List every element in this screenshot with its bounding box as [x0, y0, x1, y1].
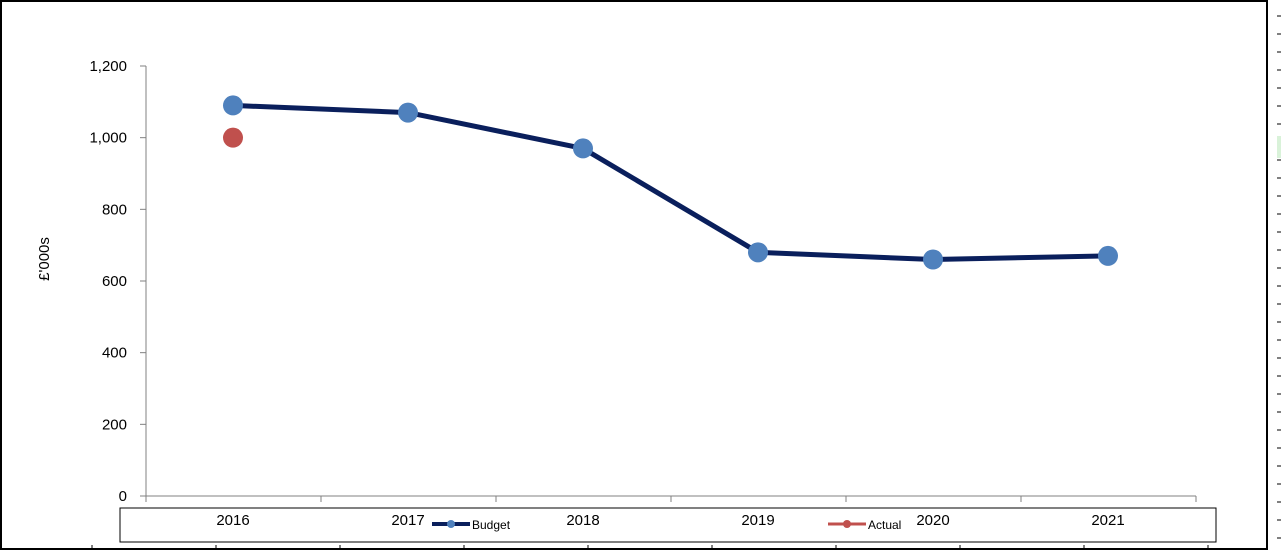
data-point-budget-2018	[573, 138, 593, 159]
x-tick-label: 2019	[741, 512, 774, 529]
x-axis-ticks: 2016 2017 2018 2019 2020 2021	[145, 496, 1197, 529]
y-tick-label: 400	[102, 345, 127, 362]
x-tick-label: 2021	[1091, 512, 1124, 529]
y-tick-label: 1,200	[89, 58, 127, 75]
y-tick-label: 0	[119, 488, 127, 505]
legend: Budget Actual	[432, 518, 901, 532]
y-tick-label: 200	[102, 416, 127, 433]
bottom-edge-ticks	[91, 545, 1209, 550]
legend-item-actual: Actual	[828, 518, 901, 532]
series-line-budget	[230, 102, 1111, 262]
y-tick-label: 800	[102, 201, 127, 218]
x-tick-label: 2020	[916, 512, 949, 529]
y-tick-label: 600	[102, 273, 127, 290]
data-point-budget-2016	[223, 95, 243, 116]
x-tick-label: 2018	[566, 512, 599, 529]
edge-highlight-swatch	[1277, 136, 1281, 158]
legend-actual-marker	[843, 520, 851, 528]
legend-budget-label: Budget	[472, 518, 511, 532]
data-point-budget-2021	[1098, 245, 1118, 266]
right-edge-dash-marks	[1277, 15, 1281, 539]
data-point-budget-2019	[748, 242, 768, 263]
legend-budget-marker	[447, 520, 455, 528]
y-axis-title: £'000s	[36, 237, 53, 281]
data-point-actual-2016	[223, 127, 243, 148]
data-point-budget-2017	[398, 102, 418, 123]
x-tick-label: 2016	[216, 512, 249, 529]
data-point-budget-2020	[923, 249, 943, 270]
y-tick-label: 1,000	[89, 130, 127, 147]
y-axis-ticks: 0 200 400 600 800 1,000 1,200	[89, 58, 146, 505]
x-tick-label: 2017	[391, 512, 424, 529]
category-band-box	[119, 507, 1217, 543]
legend-item-budget: Budget	[432, 518, 511, 532]
series-layer	[223, 95, 1118, 270]
legend-actual-label: Actual	[868, 518, 901, 532]
